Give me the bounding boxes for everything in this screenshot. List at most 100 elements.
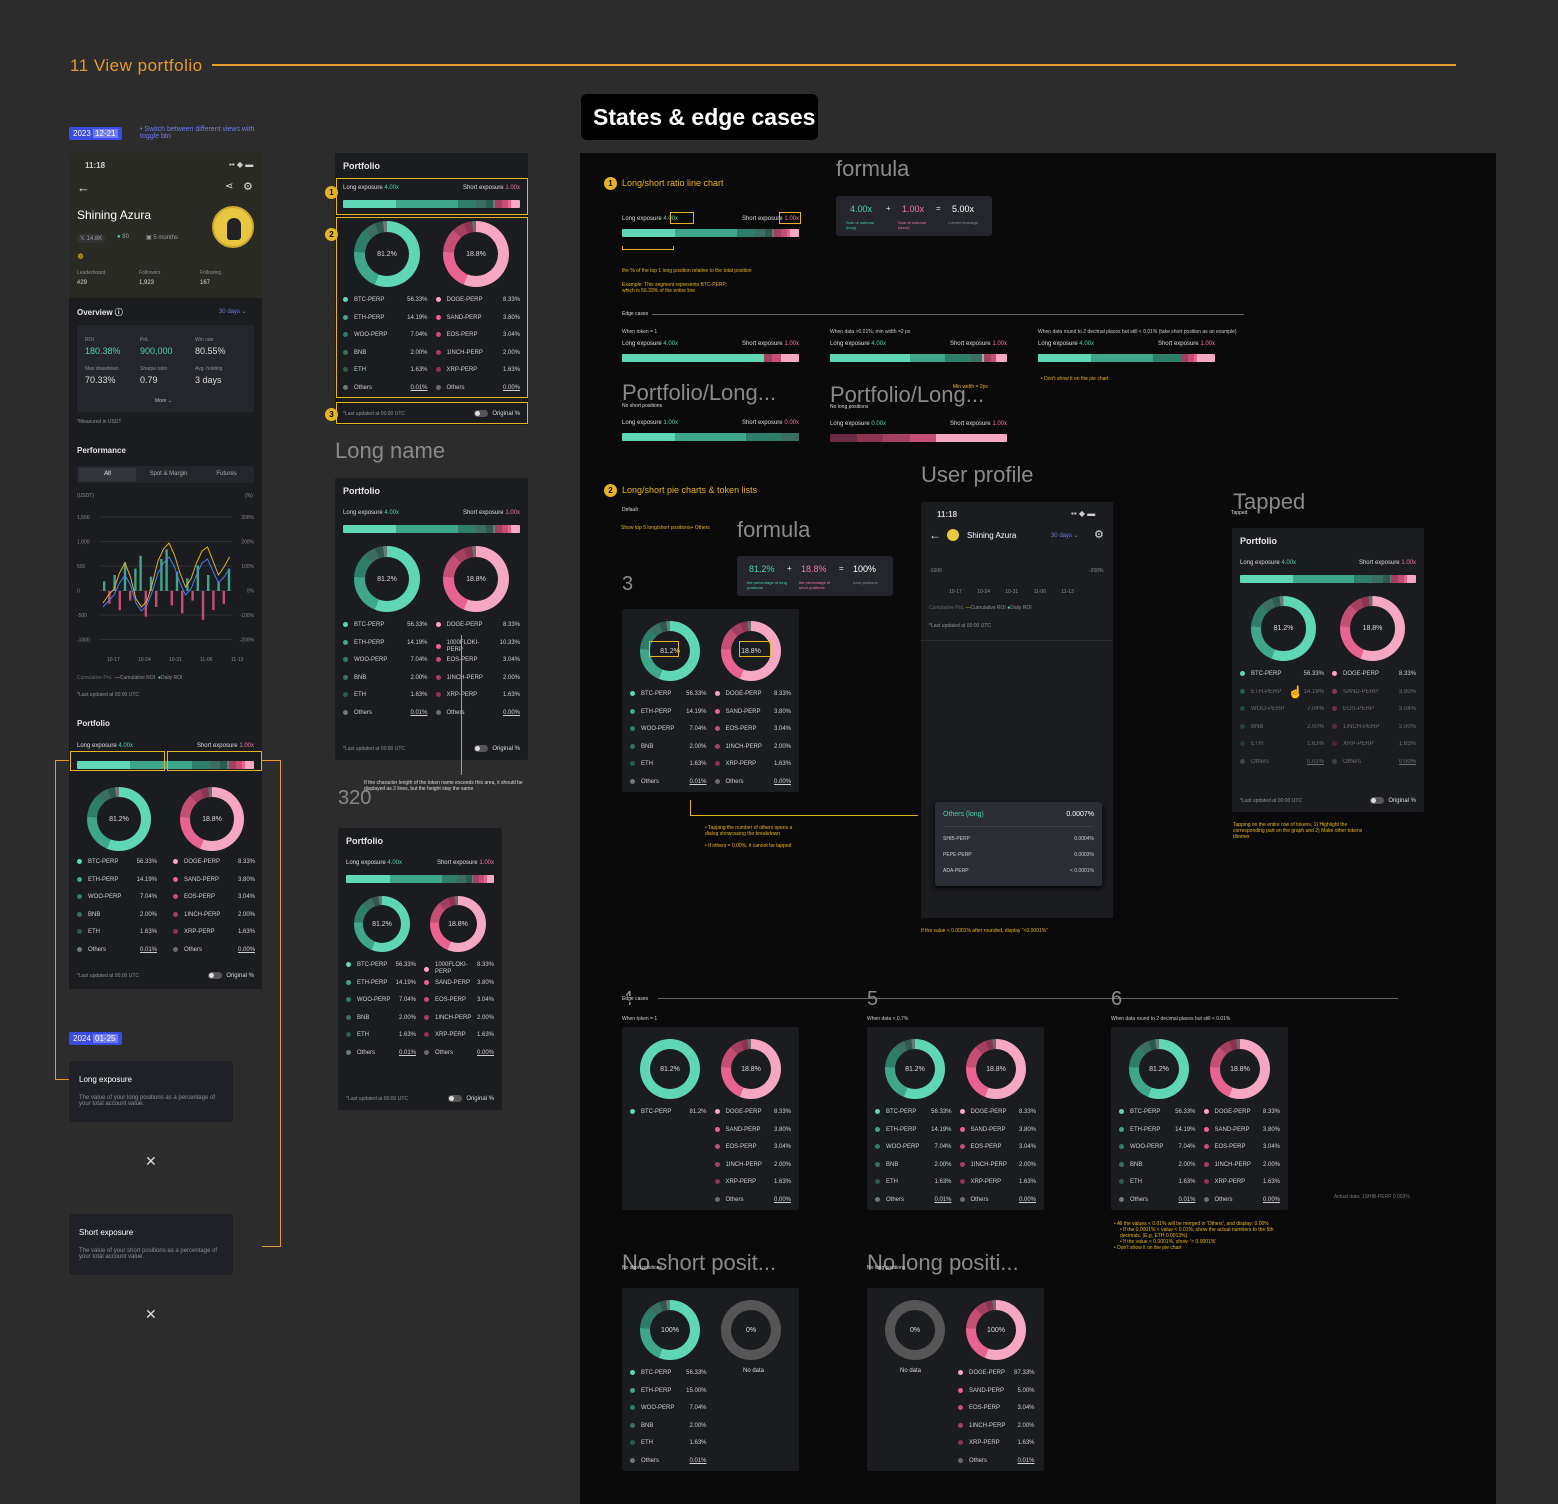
twitter-badge[interactable]: 𝕏 14.8K: [77, 234, 106, 243]
token-value[interactable]: 0.01%: [139, 946, 157, 953]
followers-value[interactable]: 1,923: [139, 280, 155, 286]
token-row[interactable]: Others 0.01%: [343, 709, 428, 716]
token-row[interactable]: Others 0.00%: [1332, 758, 1416, 765]
token-value[interactable]: 0.00%: [502, 709, 520, 716]
short-exposure-label[interactable]: Short exposure 1.00x: [1358, 560, 1416, 566]
token-row[interactable]: ETH 1.63%: [77, 929, 157, 935]
original-percent-toggle[interactable]: Original %: [208, 972, 254, 979]
token-row[interactable]: DOGE-PERP 8.33%: [1332, 671, 1416, 677]
long-exposure-label[interactable]: Long exposure 4.00x: [346, 860, 403, 866]
token-row[interactable]: Others 0.00%: [173, 946, 255, 953]
token-row[interactable]: WOO-PERP 7.04%: [346, 997, 416, 1003]
token-value[interactable]: 0.00%: [237, 946, 255, 953]
token-row[interactable]: BNB 2.00%: [343, 349, 428, 356]
token-row[interactable]: 1000FLOKI-PERP 8.33%: [424, 962, 494, 976]
token-row[interactable]: BTC-PERP 56.33%: [77, 859, 157, 865]
token-row[interactable]: BNB 2.00%: [875, 1161, 952, 1168]
token-row[interactable]: EOS-PERP 3.04%: [958, 1405, 1035, 1411]
token-row[interactable]: DOGE-PERP 8.33%: [173, 859, 255, 865]
token-row[interactable]: Others 0.00%: [1203, 1196, 1280, 1203]
token-value[interactable]: 0.00%: [773, 778, 791, 785]
token-row[interactable]: ETH-PERP 14.19%: [1240, 688, 1324, 695]
token-row[interactable]: DOGE-PERP 8.33%: [714, 691, 791, 697]
token-row[interactable]: WOO-PERP 7.04%: [875, 1144, 952, 1150]
token-row[interactable]: Others 0.01%: [1240, 758, 1324, 765]
following-value[interactable]: 167: [200, 280, 211, 286]
token-row[interactable]: DOGE-PERP 8.33%: [435, 622, 520, 628]
token-row[interactable]: 1INCH-PERP 2.00%: [435, 674, 520, 681]
token-row[interactable]: WOO-PERP 7.04%: [77, 894, 157, 900]
token-row[interactable]: Others 0.00%: [435, 384, 520, 391]
token-row[interactable]: BTC-PERP 56.33%: [343, 297, 428, 303]
original-percent-toggle[interactable]: Original %: [474, 745, 520, 752]
token-row[interactable]: EOS-PERP 3.04%: [959, 1144, 1036, 1150]
token-row[interactable]: DOGE-PERP 87.33%: [958, 1370, 1035, 1376]
tab-futures[interactable]: Futures: [216, 471, 237, 477]
token-row[interactable]: SAND-PERP 3.80%: [424, 979, 494, 986]
token-row[interactable]: EOS-PERP 3.04%: [1203, 1144, 1280, 1150]
token-row[interactable]: ETH-PERP 14.19%: [343, 314, 428, 321]
token-row[interactable]: SAND-PERP 5.00%: [958, 1387, 1035, 1394]
token-value[interactable]: 0.01%: [410, 384, 428, 391]
token-row[interactable]: ETH 1.63%: [630, 1440, 707, 1446]
token-row[interactable]: ETH 1.63%: [1240, 741, 1324, 747]
toggle-switch[interactable]: [474, 410, 489, 417]
token-row[interactable]: WOO-PERP 7.04%: [630, 726, 707, 732]
token-row[interactable]: ETH 1.63%: [875, 1179, 952, 1185]
token-row[interactable]: Others 0.00%: [959, 1196, 1036, 1203]
back-icon[interactable]: ←: [929, 528, 941, 542]
token-row[interactable]: 1INCH-PERP 2.00%: [1203, 1161, 1280, 1168]
token-row[interactable]: ETH-PERP 14.19%: [875, 1126, 952, 1133]
token-row[interactable]: EOS-PERP 3.04%: [714, 726, 791, 732]
token-row[interactable]: 1000FLOKI-PERP 10.33%: [435, 640, 520, 654]
tab-all[interactable]: All: [79, 468, 136, 481]
close-icon[interactable]: ✕: [145, 1306, 157, 1322]
token-row[interactable]: WOO-PERP 7.04%: [1240, 706, 1324, 712]
token-value[interactable]: 0.01%: [398, 1049, 416, 1056]
token-row[interactable]: BTC-PERP 56.33%: [346, 962, 416, 968]
token-row[interactable]: 1INCH-PERP 2.00%: [424, 1014, 494, 1021]
token-row[interactable]: Others 0.00%: [714, 1196, 791, 1203]
token-row[interactable]: EOS-PERP 3.04%: [1332, 706, 1416, 712]
token-row[interactable]: ETH-PERP 14.19%: [1119, 1126, 1196, 1133]
token-value[interactable]: 0.00%: [476, 1049, 494, 1056]
token-row[interactable]: Others 0.01%: [77, 946, 157, 953]
token-row[interactable]: SAND-PERP 3.80%: [435, 314, 520, 321]
token-value[interactable]: 0.00%: [502, 384, 520, 391]
token-row[interactable]: ETH-PERP 14.19%: [77, 876, 157, 883]
token-row[interactable]: ETH 1.63%: [343, 367, 428, 373]
short-exposure-label[interactable]: Short exposure 1.00x: [462, 185, 520, 191]
toggle-switch[interactable]: [474, 745, 489, 752]
token-row[interactable]: BTC-PERP 56.33%: [630, 1370, 707, 1376]
toggle-switch[interactable]: [1370, 797, 1385, 804]
token-row[interactable]: BNB 2.00%: [77, 911, 157, 918]
token-row[interactable]: Others 0.00%: [435, 709, 520, 716]
token-row[interactable]: ETH 1.63%: [343, 692, 428, 698]
token-row[interactable]: Others 0.01%: [630, 1457, 707, 1464]
token-row[interactable]: BNB 2.00%: [1240, 723, 1324, 730]
token-value[interactable]: 0.01%: [1017, 1457, 1035, 1464]
token-row[interactable]: EOS-PERP 3.04%: [435, 657, 520, 663]
more-button[interactable]: More ⌄: [155, 398, 172, 404]
token-row[interactable]: EOS-PERP 3.04%: [173, 894, 255, 900]
token-row[interactable]: BTC-PERP 56.33%: [630, 691, 707, 697]
short-exposure-label[interactable]: Short exposure 1.00x: [436, 860, 494, 866]
token-row[interactable]: Others 0.01%: [875, 1196, 952, 1203]
token-row[interactable]: 1INCH-PERP 2.00%: [1332, 723, 1416, 730]
token-row[interactable]: Others 0.00%: [424, 1049, 494, 1056]
token-row[interactable]: DOGE-PERP 8.33%: [714, 1109, 791, 1115]
long-exposure-label[interactable]: Long exposure 4.00x: [77, 743, 134, 749]
token-row[interactable]: 1INCH-PERP 2.00%: [714, 1161, 791, 1168]
token-row[interactable]: ETH-PERP 14.19%: [346, 979, 416, 986]
token-row[interactable]: 1INCH-PERP 2.00%: [959, 1161, 1036, 1168]
token-row[interactable]: Others 0.00%: [714, 778, 791, 785]
token-value[interactable]: 0.01%: [689, 1457, 707, 1464]
token-row[interactable]: SAND-PERP 3.80%: [1203, 1126, 1280, 1133]
token-value[interactable]: 0.00%: [1262, 1196, 1280, 1203]
